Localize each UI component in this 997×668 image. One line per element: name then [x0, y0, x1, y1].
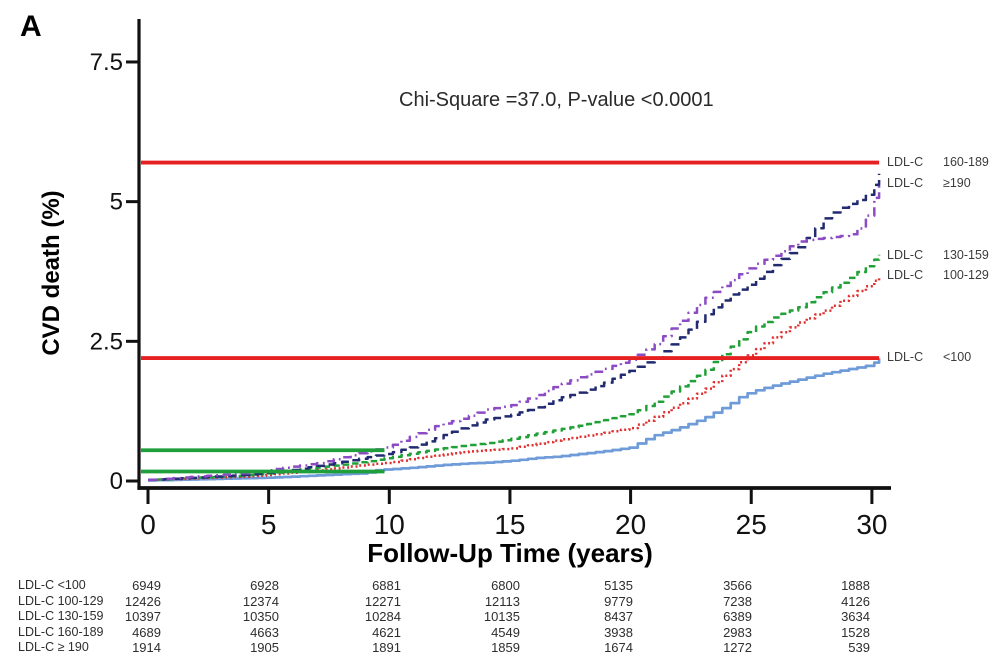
legend-range-text: 100-129 [943, 268, 989, 282]
curve-label-100: LDL-C <100 [887, 348, 971, 366]
risk-count: 4689 [132, 624, 161, 640]
risk-row-label: LDL-C <100 [18, 578, 86, 592]
risk-count: 1859 [491, 640, 520, 655]
risk-count: 4663 [250, 624, 279, 640]
legend-range-text: 160-189 [943, 155, 989, 169]
risk-count: 1891 [372, 640, 401, 655]
risk-count: 3566 [723, 578, 752, 593]
risk-count: 539 [848, 640, 870, 655]
risk-count: 10350 [242, 609, 279, 624]
risk-count: 1674 [604, 640, 633, 655]
risk-count: 6949 [132, 578, 161, 593]
risk-count: 3634 [841, 609, 870, 624]
risk-count: 1528 [841, 624, 870, 640]
curve-label-160189: LDL-C 160-189 [887, 153, 989, 171]
risk-count: 4126 [841, 593, 870, 609]
risk-count: 12426 [124, 593, 161, 609]
x-tick-label: 10 [374, 509, 405, 540]
risk-count: 6389 [723, 609, 752, 624]
risk-count: 10135 [483, 609, 520, 624]
x-tick-label: 5 [261, 509, 277, 540]
risk-row-label: LDL-C 160-189 [18, 624, 104, 639]
risk-count: 4621 [372, 624, 401, 640]
risk-count: 6881 [372, 578, 401, 593]
curve-160189 [148, 173, 881, 482]
x-tick-label: 0 [140, 509, 156, 540]
risk-count: 6800 [491, 578, 520, 593]
legend-group-text: LDL-C [887, 176, 924, 190]
x-tick-label: 25 [736, 509, 767, 540]
curve-100129 [148, 277, 881, 482]
risk-count: 12374 [242, 593, 279, 609]
risk-count: 12271 [364, 593, 401, 609]
legend-group-text: LDL-C [887, 155, 924, 169]
risk-count: 5135 [604, 578, 633, 593]
curve-label-100129: LDL-C 100-129 [887, 266, 989, 284]
risk-count: 6928 [250, 578, 279, 593]
risk-count: 1914 [132, 640, 161, 655]
y-tick-label: 5 [110, 189, 123, 216]
curve-label-130159: LDL-C 130-159 [887, 246, 989, 264]
risk-count: 4549 [491, 624, 520, 640]
curve-label-190: LDL-C ≥190 [887, 174, 971, 192]
legend-group-text: LDL-C [887, 248, 924, 262]
panel-label: A [20, 10, 42, 43]
x-tick-label: 20 [615, 509, 646, 540]
y-tick-label: 0 [110, 468, 123, 495]
chi-square-annotation: Chi-Square =37.0, P-value <0.0001 [399, 89, 714, 111]
curve-130159 [148, 254, 881, 482]
legend-range-text: 130-159 [943, 248, 989, 262]
risk-count: 7238 [723, 593, 752, 609]
curve-190 [148, 184, 881, 482]
risk-count: 12113 [484, 593, 520, 609]
risk-count: 10284 [364, 609, 401, 624]
risk-count: 8437 [604, 609, 633, 624]
legend-group-text: LDL-C [887, 268, 924, 282]
risk-count: 1888 [841, 578, 870, 593]
risk-row-label: LDL-C ≥ 190 [18, 640, 89, 654]
y-axis-title: CVD death (%) [38, 190, 65, 356]
risk-count: 2983 [723, 624, 752, 640]
risk-count: 10397 [124, 609, 161, 624]
risk-row-label: LDL-C 130-159 [18, 609, 104, 623]
x-axis-title: Follow-Up Time (years) [367, 538, 653, 568]
y-tick-label: 2.5 [90, 328, 123, 355]
legend-group-text: LDL-C [887, 350, 924, 364]
risk-count: 3938 [604, 624, 633, 640]
risk-row-label: LDL-C 100-129 [18, 593, 104, 608]
x-tick-label: 30 [856, 509, 887, 540]
risk-count: 1905 [250, 640, 279, 655]
curve-100 [148, 358, 881, 482]
legend-range-text: <100 [943, 350, 972, 364]
x-tick-label: 15 [494, 509, 525, 540]
risk-count: 9779 [604, 593, 633, 609]
risk-count: 1272 [723, 640, 752, 655]
legend-range-text: ≥190 [943, 176, 971, 190]
y-tick-label: 7.5 [90, 49, 123, 76]
